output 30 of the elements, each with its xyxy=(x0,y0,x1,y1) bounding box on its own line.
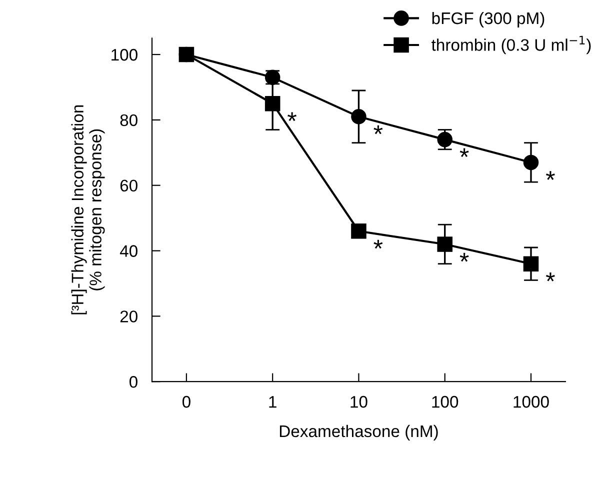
point xyxy=(178,46,194,62)
point xyxy=(437,236,452,252)
y-tick-label: 0 xyxy=(129,376,138,388)
point xyxy=(523,154,539,170)
point xyxy=(523,256,539,272)
annotation: * xyxy=(460,148,469,158)
point xyxy=(351,109,366,124)
point xyxy=(437,132,452,148)
y-tick-label: 20 xyxy=(120,310,138,322)
y-tick-label: 80 xyxy=(120,114,138,126)
annotation: * xyxy=(288,112,297,122)
annotation: * xyxy=(460,252,469,262)
point xyxy=(264,96,280,112)
annotation: * xyxy=(374,125,383,134)
x-tick-label: 10 xyxy=(350,396,368,408)
annotation: * xyxy=(374,240,383,249)
y-axis-title: [³H]-Thymidine Incorporation (% mitogen response) xyxy=(71,105,105,314)
legend-label: bFGF (300 pM) xyxy=(432,12,544,28)
x-tick-label: 1000 xyxy=(514,396,549,408)
x-tick-label: 100 xyxy=(432,396,458,408)
annotation: * xyxy=(546,171,555,180)
y-tick-label: 100 xyxy=(112,48,138,61)
annotation: * xyxy=(546,272,555,282)
x-tick-label: 1 xyxy=(269,396,276,408)
y-tick-label: 60 xyxy=(120,180,138,192)
x-tick-label: 0 xyxy=(182,396,190,408)
point xyxy=(351,224,366,239)
y-tick-label: 40 xyxy=(120,245,138,257)
legend-label: thrombin (0.3 U ml$^{−1}$) xyxy=(432,36,591,54)
x-axis-title: Dexamethasone (nM) xyxy=(280,424,438,440)
